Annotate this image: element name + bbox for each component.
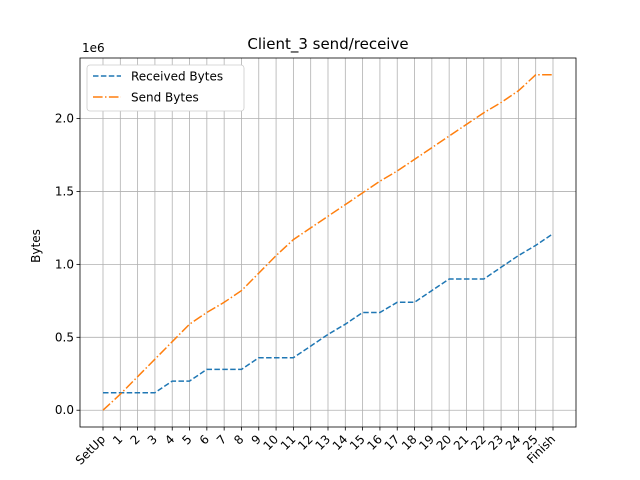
x-tick-label: 1 <box>110 432 125 447</box>
x-tick-label: 7 <box>214 432 229 447</box>
legend-label: Received Bytes <box>131 70 223 84</box>
x-tick-label: 6 <box>197 432 212 447</box>
legend-box <box>86 64 245 112</box>
legend-label: Send Bytes <box>131 91 199 105</box>
x-tick-label: SetUp <box>73 432 108 467</box>
y-tick-label: 1.0 <box>55 257 74 271</box>
y-tick-label: 0.0 <box>55 403 74 417</box>
y-tick-label: 2.0 <box>55 112 74 126</box>
y-axis-label: Bytes <box>29 229 43 263</box>
y-tick-label: 0.5 <box>55 330 74 344</box>
y-offset-text: 1e6 <box>82 41 105 55</box>
grid <box>80 58 576 427</box>
x-tick-label: 8 <box>231 432 246 447</box>
x-tick-label: 3 <box>145 432 160 447</box>
series-line <box>102 74 553 411</box>
y-tick-label: 1.5 <box>55 184 74 198</box>
legend: Received Bytes Send Bytes <box>86 64 245 112</box>
y-axis-ticks: 0.0 0.5 1.0 1.5 2.0 <box>55 112 80 417</box>
x-tick-label: 2 <box>127 432 142 447</box>
x-axis-ticks: SetUp 1 2 3 4 5 6 7 8 910111213141516171819202122… <box>73 427 558 468</box>
plot-lines <box>102 74 554 411</box>
x-tick-label: 4 <box>162 432 177 447</box>
chart-title: Client_3 send/receive <box>247 35 408 54</box>
x-tick-label: 5 <box>179 432 194 447</box>
